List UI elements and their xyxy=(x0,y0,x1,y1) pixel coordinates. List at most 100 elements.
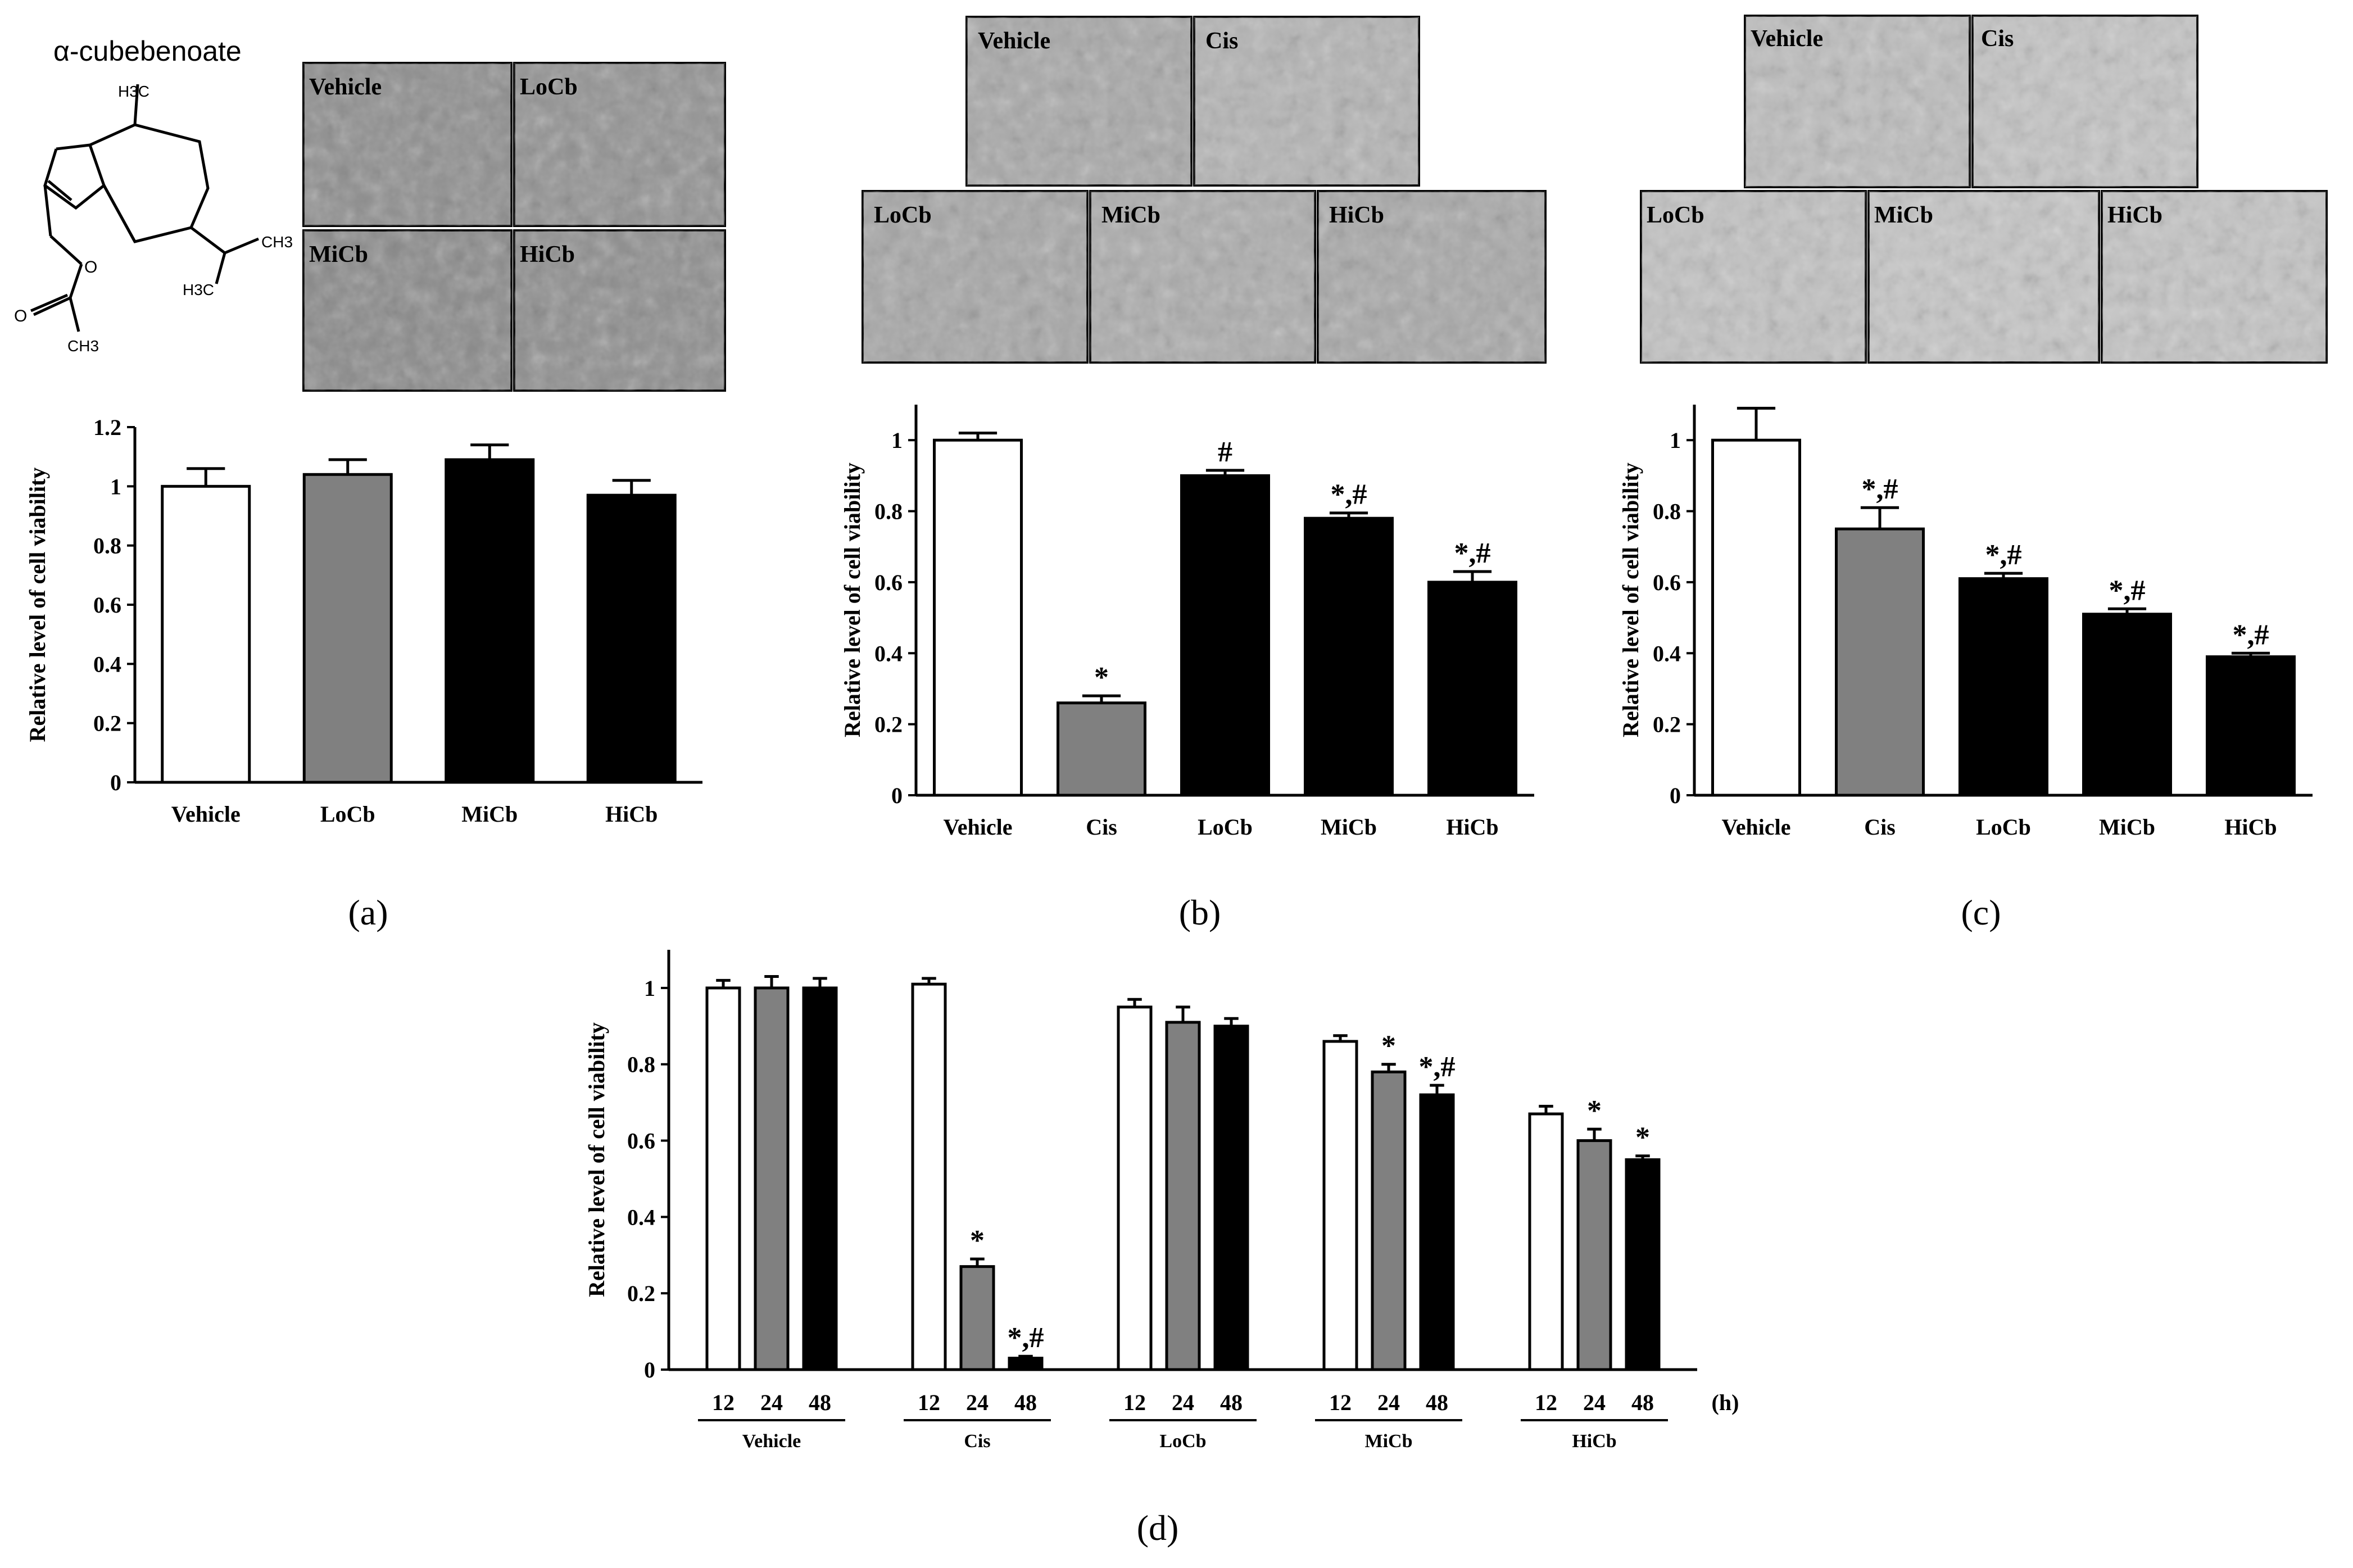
bar xyxy=(1165,1021,1201,1371)
micrograph: MiCb xyxy=(1867,190,2100,364)
y-tick-label: 1 xyxy=(1670,428,1681,453)
bar xyxy=(1180,474,1270,797)
molecule-atom: CH3 xyxy=(67,337,99,355)
y-tick-label: 0.4 xyxy=(93,651,121,677)
significance-mark: * xyxy=(1635,1122,1650,1154)
x-category-label: LoCb xyxy=(1198,814,1253,840)
y-tick-label: 0.2 xyxy=(874,712,903,737)
y-tick-label: 0.4 xyxy=(627,1204,655,1230)
x-time-label: 24 xyxy=(1583,1390,1606,1415)
bar xyxy=(161,484,251,784)
micrograph-label: Vehicle xyxy=(978,28,1050,54)
micrograph: MiCb xyxy=(1089,190,1316,364)
y-tick-label: 0.6 xyxy=(874,570,903,595)
significance-mark: *,# xyxy=(1985,539,2022,571)
x-category-label: Vehicle xyxy=(944,814,1013,840)
molecule-atom: O xyxy=(14,307,27,325)
x-category-label: Vehicle xyxy=(171,801,241,827)
panel-label-d: (d) xyxy=(1137,1508,1179,1548)
y-tick-label: 0.2 xyxy=(1653,712,1681,737)
y-tick-label: 0.6 xyxy=(93,592,121,618)
micrograph: Vehicle xyxy=(1744,15,1971,188)
micrograph-label: MiCb xyxy=(1101,202,1160,228)
y-tick-label: 0 xyxy=(1670,783,1681,808)
y-tick-label: 0.8 xyxy=(93,533,121,559)
y-tick-label: 0.4 xyxy=(1653,641,1681,666)
micrograph-label: MiCb xyxy=(309,242,368,268)
x-group-label: Cis xyxy=(964,1431,990,1452)
y-tick-label: 0.2 xyxy=(93,711,121,736)
bar xyxy=(1625,1158,1661,1371)
bar xyxy=(1427,581,1517,797)
x-category-label: LoCb xyxy=(320,801,375,827)
y-tick-label: 1 xyxy=(891,428,903,453)
y-axis-label: Relative level of cell viability xyxy=(1618,463,1643,737)
bar xyxy=(302,473,393,784)
micrograph-label: LoCb xyxy=(520,74,578,100)
chart-a: 0 0.2 0.4 0.6 0.8 1 1.2 Relative level of cell … xyxy=(25,415,702,827)
x-group-label: Vehicle xyxy=(742,1431,801,1452)
x-time-label: 24 xyxy=(760,1390,783,1415)
significance-mark: * xyxy=(1094,661,1109,694)
bar xyxy=(1008,1357,1044,1371)
y-tick-label: 1 xyxy=(644,976,655,1001)
x-category-label: MiCb xyxy=(1321,814,1377,840)
y-tick-label: 0 xyxy=(644,1357,655,1383)
molecule-bonds xyxy=(30,84,259,332)
x-time-label: 12 xyxy=(712,1390,735,1415)
significance-mark: *,# xyxy=(1331,479,1367,511)
x-time-label: 12 xyxy=(1329,1390,1352,1415)
significance-mark: *,# xyxy=(1862,473,1898,505)
micrograph-panels: Vehicle LoCb MiCb HiCb Vehicle Cis LoCb … xyxy=(302,15,2328,392)
significance-mark: # xyxy=(1218,436,1232,468)
y-tick-label: 0.6 xyxy=(627,1129,655,1154)
micrograph: Cis xyxy=(1971,15,2198,188)
x-time-label: 12 xyxy=(918,1390,940,1415)
x-category-label: MiCb xyxy=(2099,814,2155,840)
bar xyxy=(1576,1139,1612,1371)
y-tick-label: 0.8 xyxy=(1653,499,1681,524)
bar xyxy=(1835,527,1925,797)
x-time-label: 12 xyxy=(1535,1390,1557,1415)
molecule-structure: α-cubebenoate H3C CH3 H3C O O CH3 xyxy=(14,35,293,355)
panel-label-a: (a) xyxy=(348,892,388,932)
significance-mark: *,# xyxy=(1008,1322,1044,1354)
micrograph-label: Vehicle xyxy=(309,74,382,100)
bar xyxy=(754,986,790,1371)
x-time-label: 24 xyxy=(1377,1390,1400,1415)
x-category-label: LoCb xyxy=(1976,814,2031,840)
bar xyxy=(2206,655,2296,797)
bar xyxy=(911,982,947,1371)
x-time-label: 48 xyxy=(1014,1390,1037,1415)
x-category-label: HiCb xyxy=(1446,814,1498,840)
significance-mark: *,# xyxy=(1454,537,1491,569)
micrograph: Vehicle xyxy=(965,16,1193,187)
y-tick-label: 0.6 xyxy=(1653,570,1681,595)
significance-mark: *,# xyxy=(2233,619,2269,651)
bar xyxy=(1213,1025,1249,1371)
molecule-atom: H3C xyxy=(183,281,214,298)
micrograph-label: MiCb xyxy=(1874,202,1933,228)
molecule-name: α-cubebenoate xyxy=(53,35,242,67)
micrograph-label: HiCb xyxy=(1329,202,1384,228)
x-unit-label: (h) xyxy=(1712,1390,1739,1415)
x-time-label: 24 xyxy=(1172,1390,1194,1415)
y-tick-label: 0 xyxy=(110,770,121,795)
y-tick-label: 1 xyxy=(110,474,121,499)
significance-mark: * xyxy=(970,1225,985,1257)
y-tick-label: 0.8 xyxy=(627,1052,655,1077)
bar xyxy=(802,986,838,1371)
x-category-label: Cis xyxy=(1086,814,1117,840)
micrograph: HiCb xyxy=(1317,190,1547,364)
bar xyxy=(1711,438,1801,797)
bar xyxy=(1322,1040,1358,1371)
x-time-label: 48 xyxy=(1220,1390,1243,1415)
micrograph: LoCb xyxy=(862,190,1089,364)
x-group-label: LoCb xyxy=(1159,1431,1206,1452)
x-time-label: 48 xyxy=(1426,1390,1448,1415)
y-axis-label: Relative level of cell viability xyxy=(840,463,865,737)
micrograph: HiCb xyxy=(513,229,726,392)
micrograph: LoCb xyxy=(513,62,726,227)
panel-label-b: (b) xyxy=(1179,892,1221,932)
bar xyxy=(705,986,741,1371)
